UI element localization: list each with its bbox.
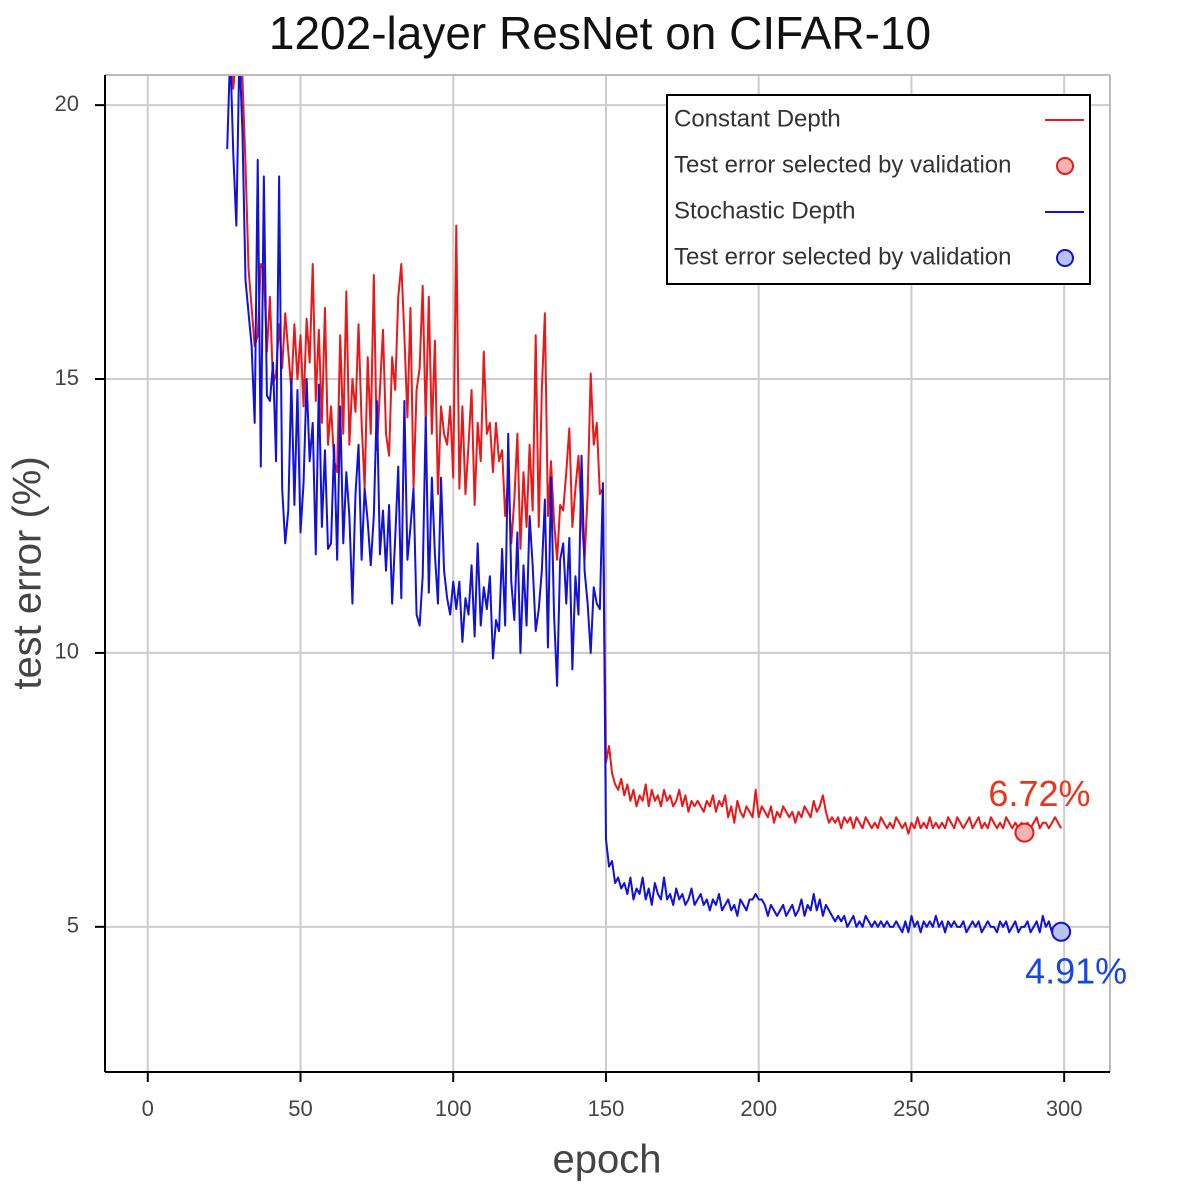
chart-title: 1202-layer ResNet on CIFAR-10: [269, 7, 931, 59]
legend-marker: [1056, 249, 1074, 267]
selected-point: [1014, 822, 1035, 843]
legend-label: Constant Depth: [674, 105, 841, 132]
y-tick-label: 10: [55, 639, 79, 664]
value-label: 4.91%: [1025, 950, 1127, 991]
y-tick-label: 5: [67, 913, 79, 938]
x-axis-label: epoch: [553, 1138, 662, 1182]
series-line: [226, 75, 1062, 934]
y-tick-label: 15: [55, 365, 79, 390]
x-tick-label: 300: [1046, 1096, 1083, 1121]
x-tick-label: 250: [893, 1096, 930, 1121]
y-tick-label: 20: [55, 91, 79, 116]
legend-box: [666, 94, 1091, 285]
legend-label: Test error selected by validation: [674, 243, 1012, 270]
legend-label: Test error selected by validation: [674, 151, 1012, 178]
x-tick-label: 0: [142, 1096, 154, 1121]
selected-point: [1051, 921, 1072, 942]
axes: 0 50 100 150 200 250 300 5 10 15 20 6.72% 4.91%: [55, 74, 1127, 1121]
series-line: [231, 75, 1062, 835]
x-tick-label: 150: [588, 1096, 625, 1121]
legend: Constant Depth Test error selected by val…: [666, 94, 1091, 285]
x-tick-label: 50: [288, 1096, 312, 1121]
x-tick-label: 100: [435, 1096, 472, 1121]
y-axis-label: test error (%): [6, 456, 50, 689]
legend-label: Stochastic Depth: [674, 197, 855, 224]
value-label: 6.72%: [988, 773, 1090, 814]
plot-area: [226, 75, 1062, 934]
x-tick-label: 200: [740, 1096, 777, 1121]
legend-marker: [1056, 157, 1074, 175]
